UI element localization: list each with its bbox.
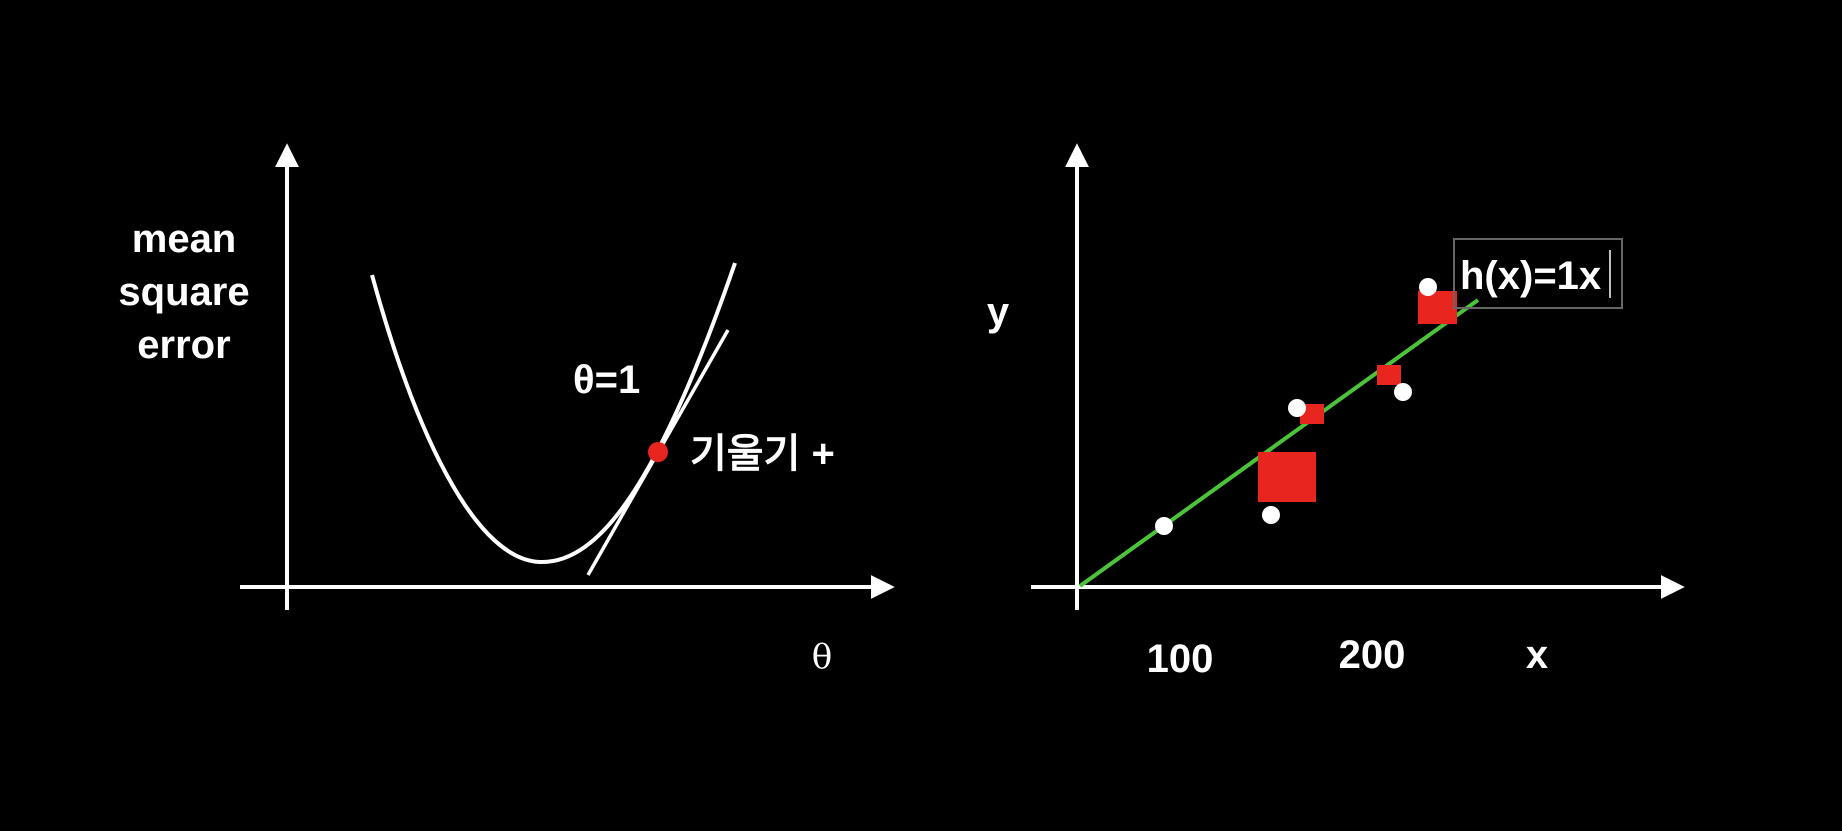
data-point (1419, 278, 1437, 296)
hypothesis-line (1078, 298, 1480, 588)
data-point (1394, 383, 1412, 401)
data-point (1262, 506, 1280, 524)
theta-axis-label: θ (812, 637, 832, 677)
x-axis-label: x (1526, 633, 1548, 677)
error-square (1418, 291, 1457, 324)
cost-function-panel: mean square error θ=1 기울기 + θ (118, 143, 895, 677)
error-square (1258, 452, 1316, 502)
cost-curve (370, 262, 737, 565)
current-theta-point (648, 442, 668, 462)
cost-axis-label-line3: error (137, 323, 230, 367)
x-tick-label: 100 (1147, 637, 1214, 681)
theta-value-label: θ=1 (573, 358, 640, 402)
x-tick-label: 200 (1339, 633, 1406, 677)
error-square (1300, 404, 1324, 424)
linear-fit-panel: h(x)=1x y 100 200 x (987, 143, 1685, 681)
slope-sign-label: 기울기 + (690, 432, 835, 476)
data-point (1155, 517, 1173, 535)
hypothesis-label-box (1453, 238, 1623, 309)
cost-axis-label-line1: mean (132, 217, 237, 261)
data-point (1288, 399, 1306, 417)
cost-axis-label-line2: square (118, 270, 249, 314)
error-square (1377, 365, 1401, 385)
y-axis-label: y (987, 290, 1010, 334)
hypothesis-label: h(x)=1x (1460, 254, 1601, 298)
